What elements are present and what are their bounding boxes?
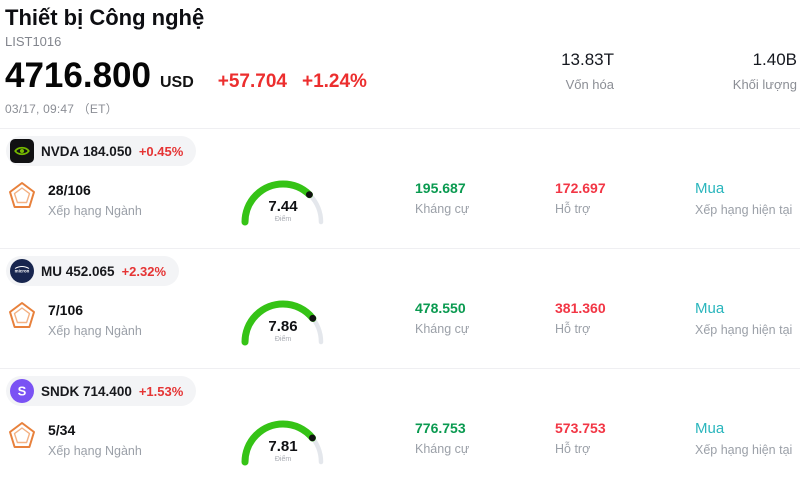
industry-rank-cell: 28/106 Xếp hạng Ngành bbox=[0, 180, 235, 218]
stock-row-mu[interactable]: micron MU 452.065 +2.32% 7/106 Xếp hạng … bbox=[0, 248, 800, 368]
ticker-and-price: MU 452.065 bbox=[41, 263, 115, 279]
page-title: Thiết bị Công nghệ bbox=[5, 5, 205, 30]
support-cell: 381.360 Hỗ trợ bbox=[555, 300, 695, 336]
support-label: Hỗ trợ bbox=[555, 202, 591, 216]
ticker-pill-row: NVDA 184.050 +0.45% bbox=[0, 136, 800, 168]
resistance-cell: 195.687 Kháng cự bbox=[415, 180, 555, 216]
sector-price: 4716.800 bbox=[5, 56, 151, 96]
ticker-and-price: SNDK 714.400 bbox=[41, 383, 132, 399]
resistance-label: Kháng cự bbox=[415, 322, 470, 336]
rating-cell: Mua Xếp hạng hiện tại bbox=[695, 300, 800, 337]
resistance-cell: 776.753 Kháng cự bbox=[415, 420, 555, 456]
ticker-change-percent: +2.32% bbox=[121, 263, 167, 279]
volume-stat: 1.40B Khối lượng bbox=[733, 50, 797, 92]
resistance-value: 776.753 bbox=[415, 420, 466, 436]
price-line: 4716.800 USD +57.704 +1.24% bbox=[5, 58, 792, 93]
rating-label: Xếp hạng hiện tại bbox=[695, 203, 793, 217]
industry-rank-label: Xếp hạng Ngành bbox=[48, 324, 142, 338]
gauge-arc bbox=[241, 300, 325, 346]
score-label: Điểm bbox=[274, 336, 292, 343]
ticker-change-percent: +0.45% bbox=[138, 143, 184, 159]
stock-row-sndk[interactable]: S SNDK 714.400 +1.53% 5/34 Xếp hạng Ngàn… bbox=[0, 368, 800, 488]
support-label: Hỗ trợ bbox=[555, 322, 591, 336]
svg-text:micron: micron bbox=[15, 269, 30, 274]
price-change: +57.704 bbox=[217, 71, 287, 93]
score-label: Điểm bbox=[274, 216, 292, 223]
price-change-percent: +1.24% bbox=[301, 71, 367, 93]
resistance-label: Kháng cự bbox=[415, 442, 470, 456]
market-cap-value: 13.83T bbox=[561, 50, 614, 69]
rating-label: Xếp hạng hiện tại bbox=[695, 323, 793, 337]
score-label: Điểm bbox=[274, 456, 292, 463]
industry-rank-cell: 7/106 Xếp hạng Ngành bbox=[0, 300, 235, 338]
stock-data-row: 7/106 Xếp hạng Ngành 7.86 Điểm 478.550 K… bbox=[0, 288, 800, 350]
support-cell: 172.697 Hỗ trợ bbox=[555, 180, 695, 216]
support-value: 573.753 bbox=[555, 420, 606, 436]
ticker-pill-sndk[interactable]: S SNDK 714.400 +1.53% bbox=[6, 376, 197, 406]
timestamp: 03/17, 09:47 （ET） bbox=[5, 102, 118, 117]
mu-logo-icon: micron bbox=[10, 259, 34, 283]
score-gauge: 7.44 Điểm bbox=[235, 174, 331, 230]
resistance-value: 478.550 bbox=[415, 300, 466, 316]
stock-data-row: 28/106 Xếp hạng Ngành 7.44 Điểm 195.687 … bbox=[0, 168, 800, 230]
support-label: Hỗ trợ bbox=[555, 442, 591, 456]
industry-rank-value: 5/34 bbox=[48, 422, 76, 438]
ticker-pill-row: S SNDK 714.400 +1.53% bbox=[0, 376, 800, 408]
volume-value: 1.40B bbox=[752, 50, 797, 69]
header: Thiết bị Công nghệ LIST1016 4716.800 USD… bbox=[0, 0, 800, 128]
rank-badge-icon bbox=[9, 182, 35, 208]
resistance-cell: 478.550 Kháng cự bbox=[415, 300, 555, 336]
svg-text:S: S bbox=[18, 384, 27, 399]
rank-badge-icon bbox=[9, 422, 35, 448]
ticker-change-percent: +1.53% bbox=[138, 383, 184, 399]
nvda-logo-icon bbox=[10, 139, 34, 163]
ticker-pill-row: micron MU 452.065 +2.32% bbox=[0, 256, 800, 288]
score-value: 7.86 bbox=[268, 318, 298, 335]
stock-data-row: 5/34 Xếp hạng Ngành 7.81 Điểm 776.753 Kh… bbox=[0, 408, 800, 470]
support-cell: 573.753 Hỗ trợ bbox=[555, 420, 695, 456]
score-value: 7.81 bbox=[268, 438, 298, 455]
ticker-and-price: NVDA 184.050 bbox=[41, 143, 132, 159]
resistance-label: Kháng cự bbox=[415, 202, 470, 216]
currency-label: USD bbox=[159, 74, 194, 92]
market-cap-stat: 13.83T Vốn hóa bbox=[561, 50, 614, 92]
score-gauge: 7.81 Điểm bbox=[235, 414, 331, 470]
sndk-logo-icon: S bbox=[10, 379, 34, 403]
rating-cell: Mua Xếp hạng hiện tại bbox=[695, 180, 800, 217]
score-value: 7.44 bbox=[268, 198, 298, 215]
market-cap-label: Vốn hóa bbox=[565, 77, 614, 92]
rank-badge-icon bbox=[9, 302, 35, 328]
ticker-pill-nvda[interactable]: NVDA 184.050 +0.45% bbox=[6, 136, 197, 166]
score-gauge: 7.86 Điểm bbox=[235, 294, 331, 350]
industry-rank-label: Xếp hạng Ngành bbox=[48, 444, 142, 458]
gauge-arc bbox=[241, 420, 325, 466]
list-id: LIST1016 bbox=[5, 34, 62, 50]
rating-cell: Mua Xếp hạng hiện tại bbox=[695, 420, 800, 457]
stock-row-nvda[interactable]: NVDA 184.050 +0.45% 28/106 Xếp hạng Ngàn… bbox=[0, 128, 800, 248]
gauge-arc bbox=[241, 180, 325, 226]
volume-label: Khối lượng bbox=[732, 77, 797, 92]
support-value: 172.697 bbox=[555, 180, 606, 196]
resistance-value: 195.687 bbox=[415, 180, 466, 196]
industry-rank-label: Xếp hạng Ngành bbox=[48, 204, 142, 218]
rating-value: Mua bbox=[695, 300, 725, 317]
industry-rank-value: 7/106 bbox=[48, 302, 84, 318]
rating-value: Mua bbox=[695, 180, 725, 197]
rating-label: Xếp hạng hiện tại bbox=[695, 443, 793, 457]
industry-rank-cell: 5/34 Xếp hạng Ngành bbox=[0, 420, 235, 458]
rating-value: Mua bbox=[695, 420, 725, 437]
ticker-pill-mu[interactable]: micron MU 452.065 +2.32% bbox=[6, 256, 180, 286]
industry-rank-value: 28/106 bbox=[48, 182, 91, 198]
support-value: 381.360 bbox=[555, 300, 606, 316]
